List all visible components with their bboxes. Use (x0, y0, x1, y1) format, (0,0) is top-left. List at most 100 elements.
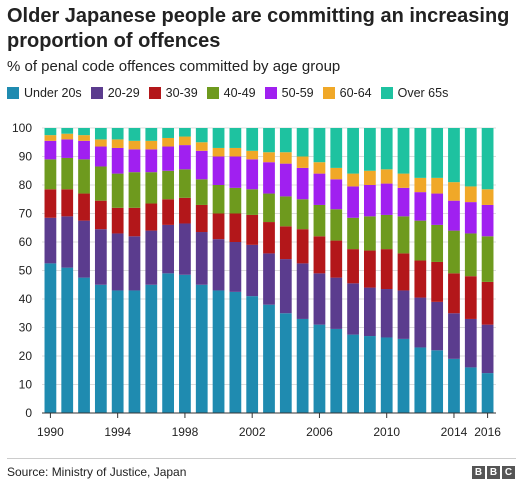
bar-segment (212, 156, 225, 185)
bar-segment (195, 232, 208, 285)
bar-segment (431, 301, 444, 351)
bar-segment (162, 137, 174, 147)
bar-segment (61, 216, 74, 268)
bar-segment (94, 229, 107, 285)
legend-item: 60-64 (322, 86, 372, 100)
bar-segment (481, 236, 494, 282)
bar-segment (364, 287, 376, 337)
bar-segment (195, 142, 208, 151)
bar-segment (78, 277, 90, 413)
bar-segment (380, 169, 393, 184)
bar-segment (296, 156, 309, 168)
bar-segment (448, 273, 460, 314)
bar-segment (145, 172, 158, 204)
bar-segment (313, 324, 326, 413)
legend-label: Over 65s (397, 86, 449, 100)
legend-swatch (264, 87, 277, 99)
bar-segment (279, 226, 292, 260)
y-tick-label: 10 (19, 378, 33, 392)
bar-segment (313, 128, 326, 163)
bar-segment (296, 318, 309, 413)
bar-segment (279, 128, 292, 153)
bar-segment (397, 173, 410, 188)
bar-segment (263, 253, 275, 305)
bbc-logo-letter: B (472, 466, 485, 479)
bar-segment (94, 139, 107, 147)
bar-segment (145, 149, 158, 173)
bar-segment (313, 236, 326, 274)
bar-segment (111, 147, 124, 174)
bar-segment (347, 249, 359, 284)
bar-segment (380, 183, 393, 215)
bbc-logo-letter: C (502, 466, 515, 479)
bar-segment (111, 207, 124, 234)
bar-segment (44, 263, 57, 413)
legend-item: 20-29 (90, 86, 140, 100)
bar-segment (431, 177, 444, 194)
bar-segment (128, 236, 141, 291)
bar-segment (313, 173, 326, 205)
bar-segment (44, 135, 57, 141)
bar-segment (162, 273, 174, 413)
bar-segment (229, 242, 242, 292)
bar-segment (128, 207, 141, 237)
bar-segment (94, 128, 107, 140)
bar-segment (195, 284, 208, 413)
bar-segment (431, 193, 444, 225)
bar-segment (111, 139, 124, 148)
bar-segment (61, 157, 74, 190)
source-note: Source: Ministry of Justice, Japan (7, 465, 187, 479)
bar-segment (229, 128, 242, 148)
bar-segment (246, 189, 259, 215)
bar-segment (229, 187, 242, 214)
bar-segment (111, 173, 124, 208)
bar-segment (179, 274, 191, 413)
bar-segment (431, 350, 444, 413)
bar-segment (179, 128, 191, 137)
bar-segment (313, 273, 326, 325)
bar-segment (414, 260, 427, 298)
legend-label: 40-49 (223, 86, 256, 100)
bar-segment (212, 239, 225, 291)
bar-segment (448, 230, 460, 274)
legend-item: 30-39 (148, 86, 198, 100)
bar-segment (78, 159, 90, 194)
legend-item: Over 65s (380, 86, 449, 100)
bar-segment (128, 172, 141, 208)
bar-segment (94, 166, 107, 201)
bar-segment (296, 167, 309, 200)
bar-segment (296, 229, 309, 264)
footer-divider (7, 458, 516, 459)
bar-segment (263, 162, 275, 194)
bar-segment (481, 189, 494, 205)
legend-swatch (7, 87, 19, 99)
bar-segment (364, 170, 376, 185)
bar-segment (263, 222, 275, 254)
bar-segment (448, 313, 460, 359)
bar-segment (279, 259, 292, 314)
bar-segment (414, 347, 427, 413)
bar-segment (448, 358, 460, 413)
bar-segment (448, 200, 460, 231)
x-tick-label: 1994 (104, 425, 131, 439)
bar-segment (364, 185, 376, 217)
bbc-logo: B B C (470, 466, 515, 479)
bar-segment (78, 135, 90, 141)
bar-segment (78, 220, 90, 278)
bar-segment (162, 146, 174, 171)
bar-segment (128, 128, 141, 141)
bar-segment (330, 277, 343, 329)
bar-segment (128, 149, 141, 173)
bar-segment (347, 217, 359, 250)
y-tick-label: 0 (25, 406, 32, 420)
bar-segment (448, 128, 460, 183)
y-tick-label: 40 (19, 292, 33, 306)
bar-segment (380, 214, 393, 250)
x-tick-label: 2002 (239, 425, 266, 439)
bar-segment (229, 213, 242, 242)
bar-segment (397, 216, 410, 254)
y-tick-label: 80 (19, 178, 33, 192)
x-tick-label: 2006 (306, 425, 333, 439)
bar-segment (212, 128, 225, 148)
bar-segment (279, 152, 292, 164)
